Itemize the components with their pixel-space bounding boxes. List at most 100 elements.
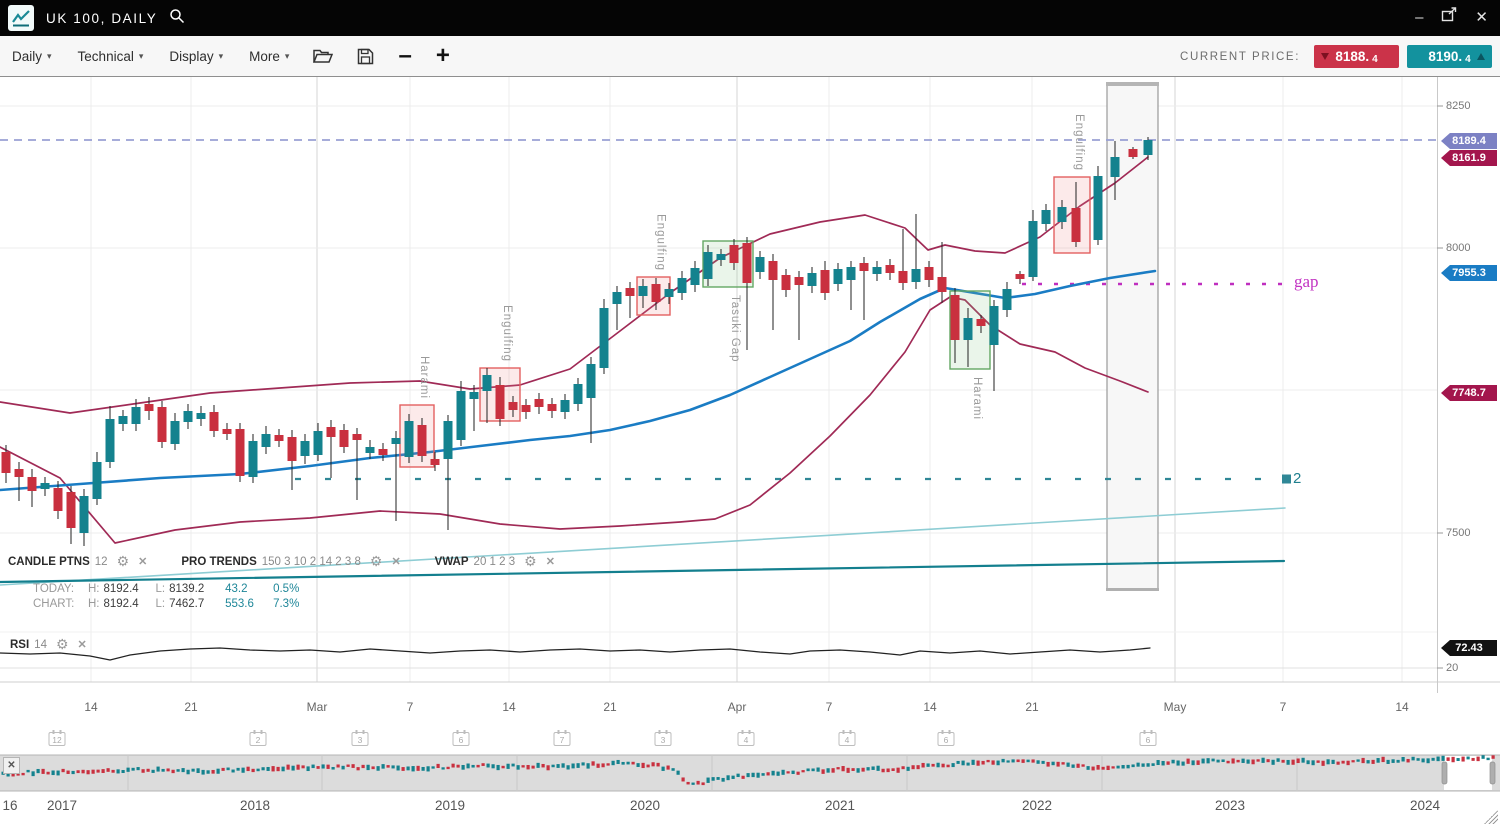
- candle-body[interactable]: [248, 441, 258, 477]
- anchor-square-marker[interactable]: [1282, 474, 1291, 484]
- calendar-event-marker[interactable]: 3: [654, 730, 672, 746]
- menu-technical[interactable]: Technical ▾: [77, 48, 144, 64]
- calendar-event-marker[interactable]: 12: [48, 730, 66, 746]
- candle-body[interactable]: [105, 419, 115, 462]
- candle-body[interactable]: [79, 496, 89, 533]
- menu-more[interactable]: More ▾: [249, 48, 290, 64]
- candle-body[interactable]: [573, 384, 583, 404]
- candle-body[interactable]: [118, 416, 128, 424]
- candle-body[interactable]: [677, 278, 687, 293]
- candle-body[interactable]: [547, 404, 557, 411]
- resize-grip[interactable]: [1484, 810, 1498, 824]
- candle-body[interactable]: [1128, 149, 1138, 157]
- candle-body[interactable]: [495, 385, 505, 419]
- candle-body[interactable]: [469, 392, 479, 399]
- candle-body[interactable]: [183, 411, 193, 422]
- candle-body[interactable]: [430, 459, 440, 465]
- close-icon[interactable]: ✕: [391, 556, 401, 568]
- close-icon[interactable]: ✕: [545, 556, 555, 568]
- calendar-event-marker[interactable]: 6: [1139, 730, 1157, 746]
- candle-body[interactable]: [222, 429, 232, 434]
- candle-body[interactable]: [820, 270, 830, 293]
- buy-price-button[interactable]: 8190. 4: [1407, 45, 1492, 68]
- candle-body[interactable]: [534, 399, 544, 407]
- candle-body[interactable]: [1093, 176, 1103, 240]
- zoom-in-button[interactable]: +: [435, 42, 450, 69]
- candle-body[interactable]: [131, 407, 141, 424]
- candle-body[interactable]: [807, 273, 817, 286]
- close-icon[interactable]: ✕: [77, 639, 87, 651]
- candle-body[interactable]: [1, 452, 11, 473]
- candle-body[interactable]: [40, 483, 50, 489]
- candle-body[interactable]: [404, 421, 414, 457]
- candle-body[interactable]: [352, 434, 362, 440]
- candle-body[interactable]: [92, 462, 102, 499]
- navigator-strip[interactable]: [0, 755, 1500, 791]
- candle-body[interactable]: [755, 257, 765, 272]
- candle-body[interactable]: [1110, 157, 1120, 177]
- calendar-event-marker[interactable]: 6: [452, 730, 470, 746]
- zoom-out-button[interactable]: –: [398, 42, 412, 69]
- candle-body[interactable]: [170, 421, 180, 444]
- candle-body[interactable]: [963, 318, 973, 340]
- minimize-button[interactable]: –: [1415, 9, 1424, 26]
- candle-body[interactable]: [638, 286, 648, 296]
- candle-body[interactable]: [508, 402, 518, 410]
- candle-body[interactable]: [833, 269, 843, 284]
- save-icon[interactable]: [357, 48, 374, 65]
- calendar-event-marker[interactable]: 4: [838, 730, 856, 746]
- candle-body[interactable]: [1028, 221, 1038, 277]
- search-icon[interactable]: [169, 8, 185, 29]
- candle-body[interactable]: [157, 407, 167, 442]
- candle-body[interactable]: [417, 425, 427, 456]
- popout-icon[interactable]: [1441, 0, 1457, 36]
- candle-body[interactable]: [482, 375, 492, 391]
- candle-body[interactable]: [625, 288, 635, 296]
- candle-body[interactable]: [339, 430, 349, 447]
- candle-body[interactable]: [235, 429, 245, 476]
- candle-body[interactable]: [261, 434, 271, 447]
- close-button[interactable]: ✕: [1475, 9, 1488, 26]
- navigator-selection[interactable]: [1444, 756, 1492, 790]
- candle-body[interactable]: [872, 267, 882, 274]
- candle-body[interactable]: [365, 447, 375, 453]
- candle-body[interactable]: [196, 413, 206, 419]
- candle-body[interactable]: [378, 449, 388, 455]
- gear-icon[interactable]: ⚙: [55, 636, 69, 652]
- candle-body[interactable]: [560, 400, 570, 412]
- candle-body[interactable]: [443, 421, 453, 459]
- calendar-event-marker[interactable]: 2: [249, 730, 267, 746]
- candle-body[interactable]: [742, 243, 752, 283]
- candle-body[interactable]: [313, 431, 323, 455]
- candle-body[interactable]: [14, 469, 24, 477]
- candle-body[interactable]: [1002, 289, 1012, 310]
- candle-body[interactable]: [326, 427, 336, 437]
- candle-body[interactable]: [950, 295, 960, 340]
- candle-body[interactable]: [1015, 274, 1025, 279]
- candle-body[interactable]: [716, 254, 726, 260]
- candle-body[interactable]: [976, 319, 986, 326]
- candle-body[interactable]: [1143, 140, 1153, 155]
- candle-body[interactable]: [924, 267, 934, 280]
- candle-body[interactable]: [1041, 210, 1051, 224]
- candle-body[interactable]: [599, 308, 609, 368]
- candle-body[interactable]: [651, 284, 661, 302]
- calendar-event-marker[interactable]: 7: [553, 730, 571, 746]
- candle-body[interactable]: [612, 292, 622, 304]
- menu-display[interactable]: Display ▾: [169, 48, 224, 64]
- sell-price-button[interactable]: 8188. 4: [1314, 45, 1399, 68]
- gear-icon[interactable]: ⚙: [369, 553, 383, 569]
- candle-body[interactable]: [1071, 208, 1081, 242]
- candle-body[interactable]: [586, 364, 596, 398]
- candle-body[interactable]: [989, 306, 999, 345]
- candle-body[interactable]: [274, 435, 284, 441]
- calendar-event-marker[interactable]: 6: [937, 730, 955, 746]
- candle-body[interactable]: [937, 277, 947, 292]
- candle-body[interactable]: [664, 289, 674, 297]
- candle-body[interactable]: [794, 277, 804, 285]
- candle-body[interactable]: [768, 261, 778, 280]
- candle-body[interactable]: [690, 268, 700, 285]
- gear-icon[interactable]: ⚙: [524, 553, 537, 569]
- candle-body[interactable]: [781, 275, 791, 290]
